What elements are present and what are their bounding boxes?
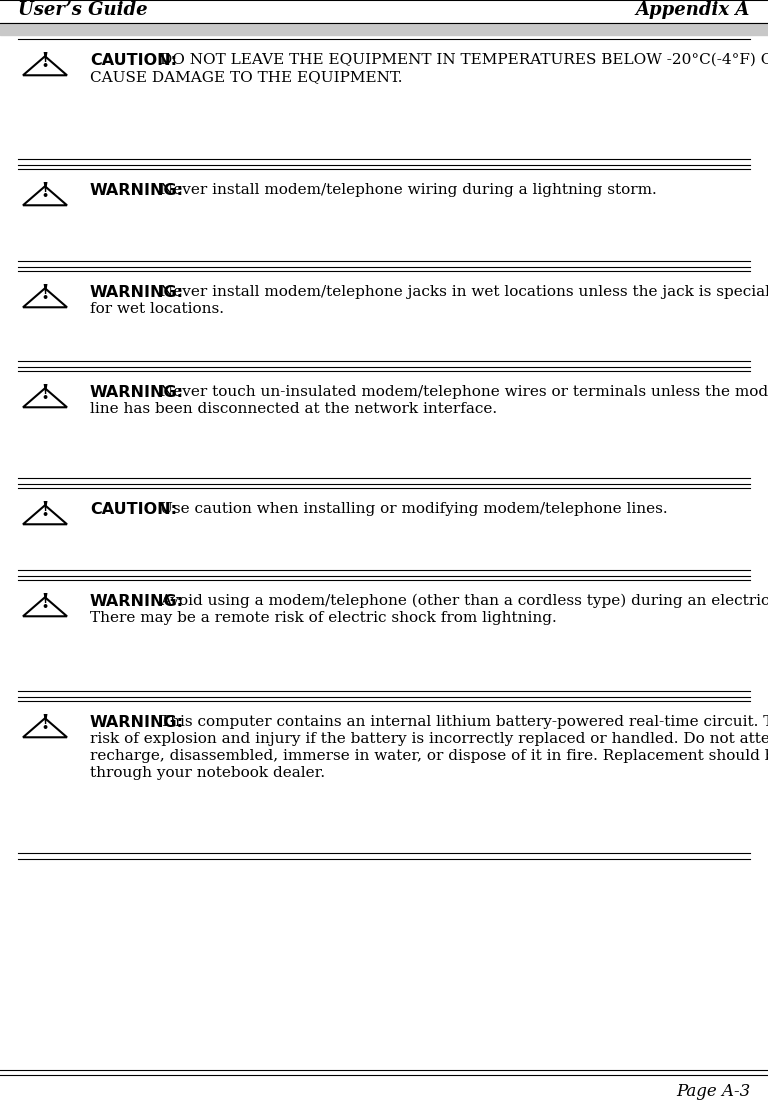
Text: through your notebook dealer.: through your notebook dealer. (90, 766, 325, 780)
Text: !: ! (41, 51, 50, 72)
Text: Appendix A: Appendix A (636, 1, 750, 19)
Text: !: ! (41, 181, 50, 201)
Text: !: ! (41, 383, 50, 404)
Text: WARNING:: WARNING: (90, 183, 184, 198)
Text: This computer contains an internal lithium battery-powered real-time circuit. Th: This computer contains an internal lithi… (160, 716, 768, 729)
Text: risk of explosion and injury if the battery is incorrectly replaced or handled. : risk of explosion and injury if the batt… (90, 732, 768, 746)
Text: WARNING:: WARNING: (90, 716, 184, 730)
Text: WARNING:: WARNING: (90, 285, 184, 300)
Text: User’s Guide: User’s Guide (18, 1, 147, 19)
Text: Use caution when installing or modifying modem/telephone lines.: Use caution when installing or modifying… (160, 502, 667, 517)
Text: CAUTION:: CAUTION: (90, 502, 177, 517)
Text: !: ! (41, 283, 50, 303)
Text: recharge, disassembled, immerse in water, or dispose of it in fire. Replacement : recharge, disassembled, immerse in water… (90, 749, 768, 764)
Text: Never install modem/telephone wiring during a lightning storm.: Never install modem/telephone wiring dur… (160, 183, 657, 197)
Text: WARNING:: WARNING: (90, 594, 184, 609)
Text: !: ! (41, 593, 50, 613)
Text: Never touch un-insulated modem/telephone wires or terminals unless the modem/tel: Never touch un-insulated modem/telephone… (160, 385, 768, 399)
Text: CAUTION:: CAUTION: (90, 53, 177, 68)
Text: DO NOT LEAVE THE EQUIPMENT IN TEMPERATURES BELOW -20°C(-4°F) OR ABOVE 60°C(140°F: DO NOT LEAVE THE EQUIPMENT IN TEMPERATUR… (160, 53, 768, 67)
Text: There may be a remote risk of electric shock from lightning.: There may be a remote risk of electric s… (90, 612, 557, 625)
Text: WARNING:: WARNING: (90, 385, 184, 400)
Text: Never install modem/telephone jacks in wet locations unless the jack is speciall: Never install modem/telephone jacks in w… (160, 285, 768, 299)
Text: Page A-3: Page A-3 (676, 1083, 750, 1100)
Text: line has been disconnected at the network interface.: line has been disconnected at the networ… (90, 402, 497, 416)
Text: for wet locations.: for wet locations. (90, 302, 224, 316)
Text: CAUSE DAMAGE TO THE EQUIPMENT.: CAUSE DAMAGE TO THE EQUIPMENT. (90, 70, 402, 84)
Bar (0, 23, 768, 35)
Text: !: ! (41, 713, 50, 733)
Text: Avoid using a modem/telephone (other than a cordless type) during an electrical : Avoid using a modem/telephone (other tha… (160, 594, 768, 608)
Text: !: ! (41, 500, 50, 520)
